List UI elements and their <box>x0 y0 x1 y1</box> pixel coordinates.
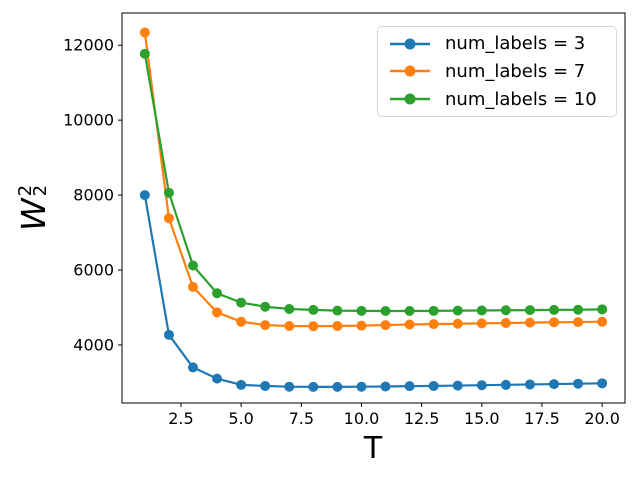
data-point-marker <box>308 381 319 392</box>
series-num-labels-3 <box>139 190 608 392</box>
data-point-marker <box>380 381 391 392</box>
series-num-labels-7 <box>139 27 608 332</box>
y-axis-label: W 2 2 <box>3 158 63 258</box>
y-tick-label: 4000 <box>73 335 114 354</box>
data-point-marker <box>380 306 391 317</box>
data-point-marker <box>163 187 174 198</box>
data-point-marker <box>524 379 535 390</box>
x-tick-label: 10.0 <box>344 409 380 428</box>
data-point-marker <box>549 317 560 328</box>
data-point-marker <box>332 305 343 316</box>
legend-label: num_labels = 10 <box>445 88 597 110</box>
x-tick-label: 17.5 <box>524 409 560 428</box>
data-point-marker <box>380 320 391 331</box>
data-point-marker <box>452 380 463 391</box>
data-point-marker <box>284 381 295 392</box>
data-point-marker <box>428 319 439 330</box>
data-point-marker <box>356 320 367 331</box>
data-point-marker <box>573 317 584 328</box>
data-point-marker <box>260 320 271 331</box>
data-point-marker <box>500 318 511 329</box>
data-point-marker <box>308 304 319 315</box>
data-point-marker <box>212 307 223 318</box>
legend: num_labels = 3 num_labels = 7 num_labels… <box>377 26 617 117</box>
data-point-marker <box>187 260 198 271</box>
data-point-marker <box>500 305 511 316</box>
data-point-marker <box>356 305 367 316</box>
line-marker-icon <box>390 65 430 77</box>
line-marker-icon <box>390 38 430 50</box>
data-point-marker <box>476 380 487 391</box>
legend-label: num_labels = 3 <box>445 33 586 55</box>
series-num-labels-10 <box>139 48 608 317</box>
y-tick-label: 10000 <box>63 111 114 130</box>
line-marker-icon <box>390 93 430 105</box>
data-point-marker <box>356 381 367 392</box>
data-point-marker <box>139 27 150 38</box>
data-point-marker <box>428 380 439 391</box>
x-tick-label: 2.5 <box>168 409 193 428</box>
x-tick-label: 15.0 <box>464 409 500 428</box>
data-point-marker <box>163 329 174 340</box>
data-point-marker <box>236 316 247 327</box>
data-point-marker <box>597 316 608 327</box>
data-point-marker <box>332 321 343 332</box>
data-point-marker <box>284 321 295 332</box>
data-point-marker <box>597 378 608 389</box>
data-point-marker <box>404 381 415 392</box>
data-point-marker <box>163 213 174 224</box>
data-point-marker <box>260 380 271 391</box>
y-tick-label: 8000 <box>73 186 114 205</box>
data-point-marker <box>332 381 343 392</box>
data-point-marker <box>549 304 560 315</box>
data-point-marker <box>452 305 463 316</box>
data-point-marker <box>597 304 608 315</box>
plot-spines <box>121 12 626 404</box>
data-point-marker <box>284 303 295 314</box>
data-point-marker <box>139 48 150 59</box>
data-point-marker <box>573 378 584 389</box>
legend-item: num_labels = 7 <box>388 61 610 82</box>
data-point-marker <box>260 301 271 312</box>
data-point-marker <box>236 297 247 308</box>
data-point-marker <box>476 305 487 316</box>
legend-item: num_labels = 3 <box>388 33 610 54</box>
data-point-marker <box>573 304 584 315</box>
y-tick-label: 6000 <box>73 261 114 280</box>
legend-item: num_labels = 10 <box>388 89 610 110</box>
x-tick-label: 12.5 <box>404 409 440 428</box>
data-point-marker <box>524 317 535 328</box>
y-axis-label-scripts: 2 2 <box>15 184 51 197</box>
data-point-marker <box>404 306 415 317</box>
data-point-marker <box>404 319 415 330</box>
data-point-marker <box>212 373 223 384</box>
data-point-marker <box>452 318 463 329</box>
data-point-marker <box>500 379 511 390</box>
data-point-marker <box>236 379 247 390</box>
data-point-marker <box>308 321 319 332</box>
data-point-marker <box>187 281 198 292</box>
data-point-marker <box>524 305 535 316</box>
y-axis-label-subscript: 2 <box>30 184 51 197</box>
data-point-marker <box>212 288 223 299</box>
data-point-marker <box>187 362 198 373</box>
data-point-marker <box>549 379 560 390</box>
legend-label: num_labels = 7 <box>445 60 586 82</box>
data-point-marker <box>476 318 487 329</box>
data-point-marker <box>428 305 439 316</box>
data-point-marker <box>139 190 150 201</box>
x-tick-label: 20.0 <box>584 409 620 428</box>
x-tick-label: 5.0 <box>228 409 253 428</box>
x-axis-label: T <box>363 431 383 466</box>
y-axis-label-base: W <box>13 198 53 232</box>
y-tick-label: 12000 <box>63 36 114 55</box>
x-tick-label: 7.5 <box>289 409 314 428</box>
